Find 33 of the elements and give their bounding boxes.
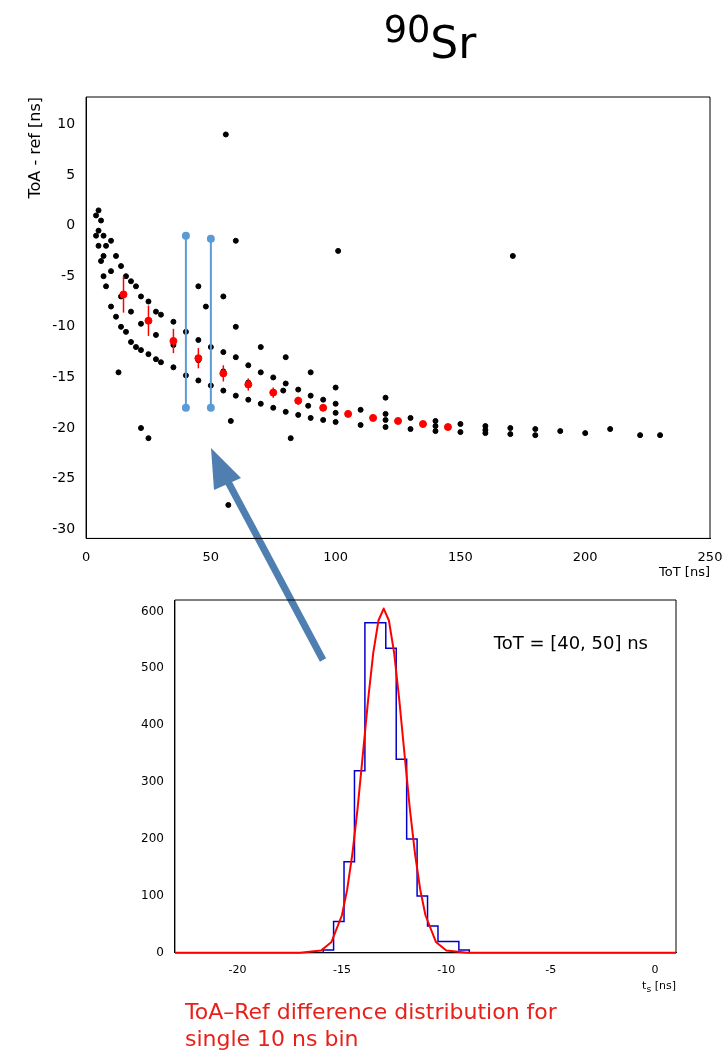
y-tick-label: 600 bbox=[141, 603, 164, 618]
y-tick-label: -25 bbox=[52, 469, 76, 486]
y-tick-label: -30 bbox=[52, 519, 76, 536]
y-tick-label: 5 bbox=[66, 165, 76, 182]
text: ToA–Ref difference distribution for single 10 ns bin bbox=[185, 998, 558, 1052]
x-tick-label: -20 bbox=[228, 963, 247, 977]
y-tick-label: -5 bbox=[61, 266, 76, 283]
x-axis-title: t$_{s}$ [ns] bbox=[642, 978, 676, 994]
x-axis-title: ToT [ns] bbox=[659, 564, 710, 580]
y-tick-label: 10 bbox=[57, 114, 76, 131]
y-tick-label: 500 bbox=[141, 660, 164, 675]
x-tick-label: -10 bbox=[437, 963, 456, 977]
chart-title: $^{90}$Sr bbox=[382, 8, 478, 68]
x-tick-label: 150 bbox=[448, 548, 473, 564]
y-tick-label: -15 bbox=[52, 368, 76, 385]
x-tick-label: 0 bbox=[81, 548, 91, 564]
x-tick-label: 200 bbox=[572, 548, 598, 564]
annotation: ToT = [40, 50] ns bbox=[492, 631, 648, 653]
x-tick-label: 250 bbox=[697, 548, 723, 564]
y-tick-label: 100 bbox=[141, 888, 164, 903]
x-tick-label: -15 bbox=[332, 963, 351, 977]
y-tick-label: 400 bbox=[141, 717, 164, 732]
y-axis-title: ToA - ref [ns] bbox=[24, 97, 44, 200]
x-tick-label: 0 bbox=[651, 963, 659, 977]
y-tick-label: 0 bbox=[156, 944, 164, 959]
x-tick-label: 100 bbox=[323, 548, 349, 564]
y-tick-label: 200 bbox=[141, 831, 164, 846]
y-tick-label: -10 bbox=[52, 317, 76, 334]
y-tick-label: 300 bbox=[141, 774, 164, 789]
x-tick-label: 50 bbox=[202, 548, 220, 564]
x-tick-label: -5 bbox=[545, 963, 557, 977]
y-tick-label: 0 bbox=[66, 216, 76, 233]
y-tick-label: -20 bbox=[52, 418, 76, 435]
